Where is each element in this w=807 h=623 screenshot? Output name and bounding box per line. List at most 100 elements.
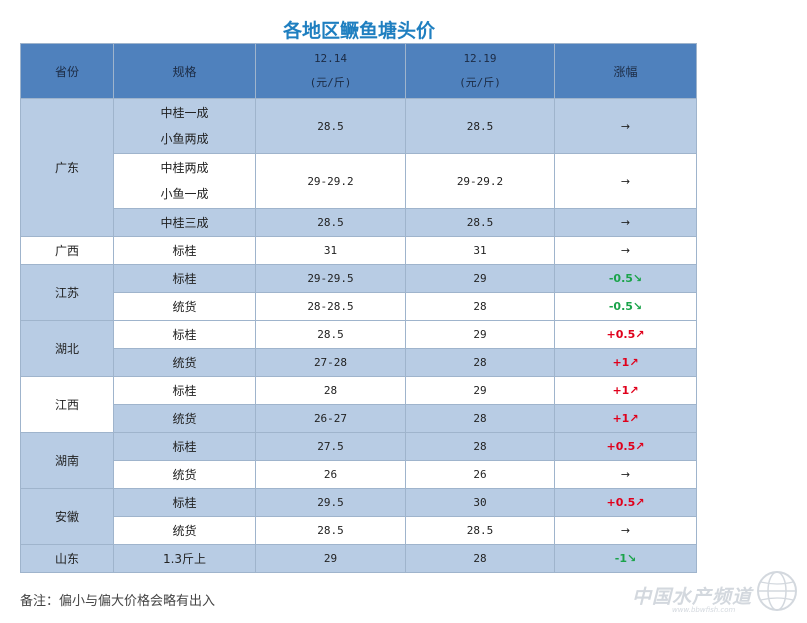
spec-cell: 标桂 — [113, 488, 256, 517]
price-cell: 28 — [255, 376, 406, 405]
table-row: 安徽 标桂 29.5 30 +0.5↗ — [20, 488, 697, 545]
header-date1-value: 12.14 — [313, 52, 348, 65]
change-cell: → — [554, 98, 697, 154]
province-cell: 山东 — [20, 544, 114, 573]
change-cell: -0.5↘ — [554, 292, 697, 321]
price-cell: 29 — [405, 320, 555, 349]
price-cell: 27-28 — [255, 348, 406, 377]
price-cell: 28 — [405, 404, 555, 433]
spec-cell: 标桂 — [113, 432, 256, 461]
header-change: 涨幅 — [554, 43, 697, 99]
change-cell: → — [554, 236, 697, 265]
table-row: 江西 标桂 28 29 +1↗ — [20, 376, 697, 433]
change-cell: +1↗ — [554, 404, 697, 433]
price-cell: 29-29.2 — [405, 153, 555, 209]
change-cell: +1↗ — [554, 376, 697, 405]
header-date1: 12.14 (元/斤) — [255, 43, 406, 99]
change-cell: +1↗ — [554, 348, 697, 377]
header-date2-unit: (元/斤) — [459, 76, 501, 89]
price-cell: 28.5 — [405, 516, 555, 545]
table-row: 统货 28-28.5 28 -0.5↘ — [21, 292, 697, 321]
price-cell: 29 — [405, 376, 555, 405]
spec-cell: 1.3斤上 — [113, 544, 256, 573]
table-row: 湖南 标桂 27.5 28 +0.5↗ — [20, 432, 697, 489]
price-cell: 29 — [255, 544, 406, 573]
price-cell: 28.5 — [405, 98, 555, 154]
price-cell: 29.5 — [255, 488, 406, 517]
province-cell: 江西 — [20, 376, 114, 433]
province-cell: 广西 — [20, 236, 114, 265]
price-cell: 26 — [255, 460, 406, 489]
header-spec: 规格 — [113, 43, 256, 99]
spec-cell: 标桂 — [113, 264, 256, 293]
spec-line: 小鱼一成 — [160, 187, 209, 201]
price-cell: 28.5 — [255, 98, 406, 154]
table-row: 湖北 标桂 28.5 29 +0.5↗ — [20, 320, 697, 377]
table-row: 广东 中桂一成 小鱼两成 28.5 28.5 → — [20, 98, 697, 237]
table-row: 中桂三成 28.5 28.5 → — [21, 208, 697, 237]
price-cell: 29-29.5 — [255, 264, 406, 293]
table-row: 中桂两成 小鱼一成 29-29.2 29-29.2 → — [21, 153, 697, 209]
price-cell: 28.5 — [405, 208, 555, 237]
spec-cell: 统货 — [113, 348, 256, 377]
table-title: 各地区鳜鱼塘头价 — [282, 20, 435, 42]
province-cell: 江苏 — [20, 264, 114, 321]
spec-line: 小鱼两成 — [160, 132, 209, 146]
price-cell: 29 — [405, 264, 555, 293]
price-cell: 26 — [405, 460, 555, 489]
globe-logo-icon — [757, 571, 797, 611]
change-cell: → — [554, 208, 697, 237]
price-cell: 26-27 — [255, 404, 406, 433]
spec-cell: 标桂 — [113, 236, 256, 265]
price-cell: 30 — [405, 488, 555, 517]
price-cell: 31 — [255, 236, 406, 265]
header-date2: 12.19 (元/斤) — [405, 43, 555, 99]
price-cell: 28 — [405, 348, 555, 377]
price-cell: 28.5 — [255, 320, 406, 349]
province-cell: 湖南 — [20, 432, 114, 489]
change-cell: → — [554, 460, 697, 489]
table-row: 统货 27-28 28 +1↗ — [21, 348, 697, 377]
table-row: 统货 26 26 → — [21, 460, 697, 489]
price-cell: 28.5 — [255, 208, 406, 237]
price-cell: 29-29.2 — [255, 153, 406, 209]
table-row: 统货 26-27 28 +1↗ — [21, 404, 697, 433]
change-cell: +0.5↗ — [554, 320, 697, 349]
change-cell: -0.5↘ — [554, 264, 697, 293]
change-cell: +0.5↗ — [554, 432, 697, 461]
change-cell: → — [554, 153, 697, 209]
change-cell: → — [554, 516, 697, 545]
table-row: 山东 1.3斤上 29 28 -1↘ — [20, 544, 697, 573]
price-table: 省份 规格 12.14 (元/斤) 12.19 (元/斤) 涨幅 广东 中桂一成… — [20, 43, 697, 573]
spec-cell: 中桂两成 小鱼一成 — [113, 153, 256, 209]
price-cell: 27.5 — [255, 432, 406, 461]
footnote: 备注：偏小与偏大价格会略有出入 — [20, 594, 216, 609]
price-cell: 28 — [405, 432, 555, 461]
spec-cell: 统货 — [113, 516, 256, 545]
change-cell: -1↘ — [554, 544, 697, 573]
price-cell: 28 — [405, 292, 555, 321]
spec-line: 中桂一成 — [160, 106, 209, 120]
spec-line: 中桂两成 — [160, 161, 209, 175]
price-cell: 28.5 — [255, 516, 406, 545]
price-cell: 31 — [405, 236, 555, 265]
spec-cell: 标桂 — [113, 320, 256, 349]
watermark-url: www.bbwfish.com — [672, 606, 736, 614]
spec-cell: 标桂 — [113, 376, 256, 405]
change-cell: +0.5↗ — [554, 488, 697, 517]
table-row: 江苏 标桂 29-29.5 29 -0.5↘ — [20, 264, 697, 321]
header-row: 省份 规格 12.14 (元/斤) 12.19 (元/斤) 涨幅 — [20, 43, 697, 99]
table-row: 广西 标桂 31 31 → — [20, 236, 697, 265]
table-row: 统货 28.5 28.5 → — [21, 516, 697, 545]
province-cell: 安徽 — [20, 488, 114, 545]
price-cell: 28 — [405, 544, 555, 573]
watermark-brand: 中国水产频道 — [632, 586, 753, 608]
spec-cell: 中桂一成 小鱼两成 — [113, 98, 256, 154]
spec-cell: 统货 — [113, 460, 256, 489]
header-date1-unit: (元/斤) — [309, 76, 352, 89]
price-cell: 28-28.5 — [255, 292, 406, 321]
spec-cell: 中桂三成 — [113, 208, 256, 237]
header-date2-value: 12.19 — [463, 52, 497, 65]
province-cell: 广东 — [20, 98, 114, 237]
spec-cell: 统货 — [113, 292, 256, 321]
